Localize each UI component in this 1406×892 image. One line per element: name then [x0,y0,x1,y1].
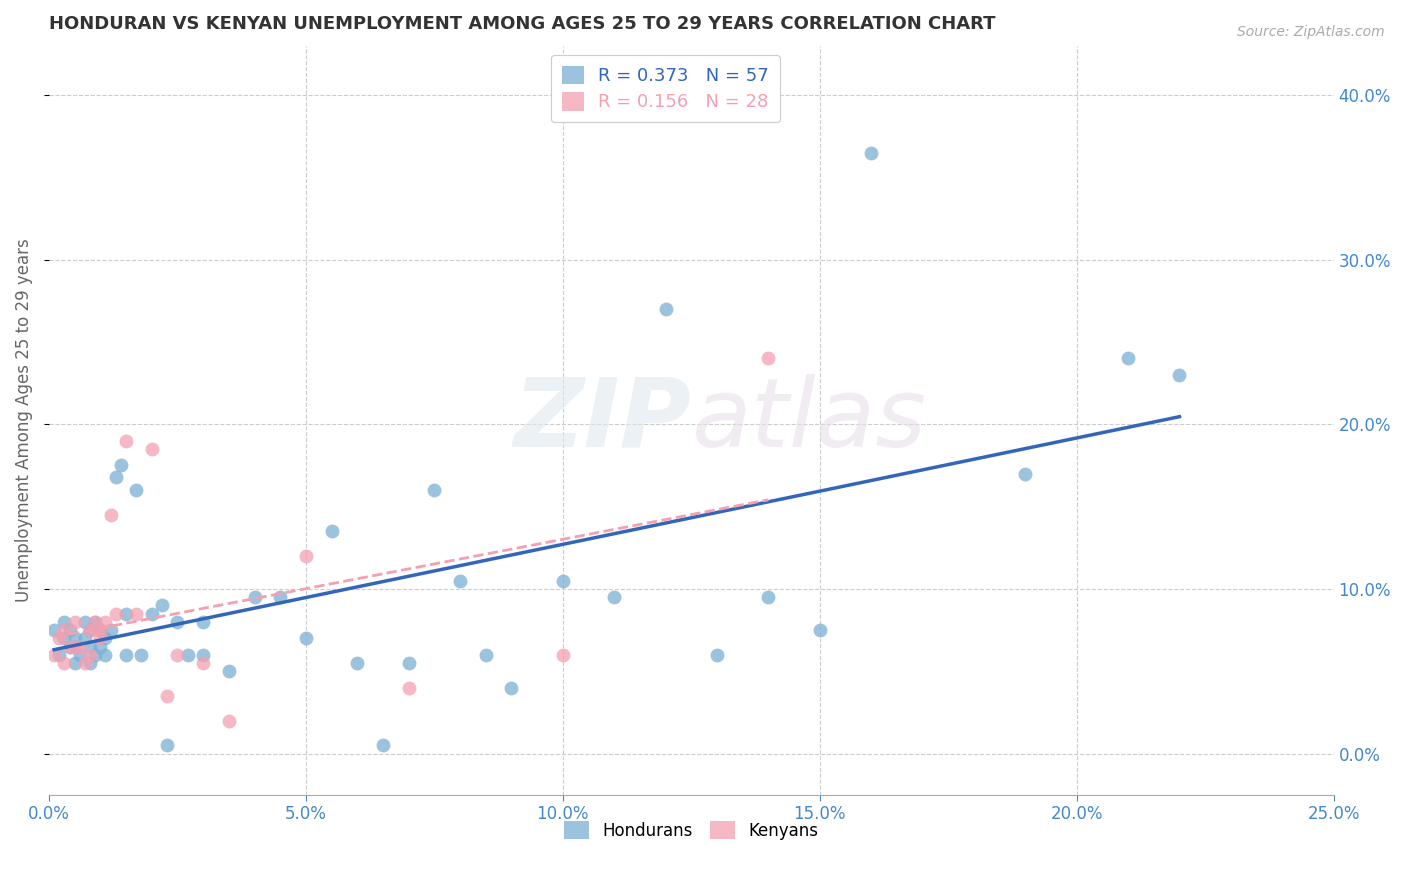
Text: atlas: atlas [692,374,927,467]
Point [42,648,65,662]
Point [63,656,86,670]
Point [58,623,80,637]
Point [398,681,420,695]
Point [104,607,127,621]
Point [115,648,138,662]
Point [156,739,179,753]
Point [346,656,368,670]
Point [218,714,240,728]
Point [94,648,117,662]
Point [269,590,291,604]
Point [295,549,318,563]
Text: ZIP: ZIP [513,374,692,467]
Point [53,632,76,646]
Point [69,648,91,662]
Point [53,623,76,637]
Point [94,632,117,646]
Point [73,656,96,670]
Point [177,648,200,662]
Point [371,739,394,753]
Point [141,607,163,621]
Point [706,648,728,662]
Point [89,632,111,646]
Text: Source: ZipAtlas.com: Source: ZipAtlas.com [1237,25,1385,39]
Point [191,615,214,629]
Point [79,623,101,637]
Point [758,590,780,604]
Point [48,632,70,646]
Point [191,648,214,662]
Text: HONDURAN VS KENYAN UNEMPLOYMENT AMONG AGES 25 TO 29 YEARS CORRELATION CHART: HONDURAN VS KENYAN UNEMPLOYMENT AMONG AG… [49,15,995,33]
Point [501,681,523,695]
Point [58,640,80,654]
Point [89,640,111,654]
Point [42,623,65,637]
Point [84,615,107,629]
Point [89,623,111,637]
Point [474,648,496,662]
Point [166,615,188,629]
Point [79,656,101,670]
Point [423,483,446,497]
Point [94,615,117,629]
Point [115,607,138,621]
Point [191,656,214,670]
Point [104,470,127,484]
Point [79,640,101,654]
Legend: Hondurans, Kenyans: Hondurans, Kenyans [558,814,825,847]
Point [73,615,96,629]
Point [115,434,138,448]
Point [84,615,107,629]
Point [53,615,76,629]
Point [125,607,148,621]
Point [1116,351,1139,366]
Point [131,648,153,662]
Point [449,574,471,588]
Point [243,590,266,604]
Point [860,145,883,160]
Point [73,632,96,646]
Point [551,648,574,662]
Point [69,640,91,654]
Point [295,632,318,646]
Point [166,648,188,662]
Point [84,648,107,662]
Point [63,640,86,654]
Point [156,689,179,703]
Y-axis label: Unemployment Among Ages 25 to 29 years: Unemployment Among Ages 25 to 29 years [15,238,32,602]
Point [758,351,780,366]
Point [48,648,70,662]
Point [141,442,163,456]
Point [125,483,148,497]
Point [110,458,132,473]
Point [58,640,80,654]
Point [100,623,122,637]
Point [53,656,76,670]
Point [551,574,574,588]
Point [1014,467,1036,481]
Point [398,656,420,670]
Point [100,508,122,522]
Point [218,665,240,679]
Point [150,599,173,613]
Point [603,590,626,604]
Point [1168,368,1191,382]
Point [63,632,86,646]
Point [89,623,111,637]
Point [808,623,831,637]
Point [79,648,101,662]
Point [654,301,676,316]
Point [79,623,101,637]
Point [63,615,86,629]
Point [321,524,343,539]
Point [63,640,86,654]
